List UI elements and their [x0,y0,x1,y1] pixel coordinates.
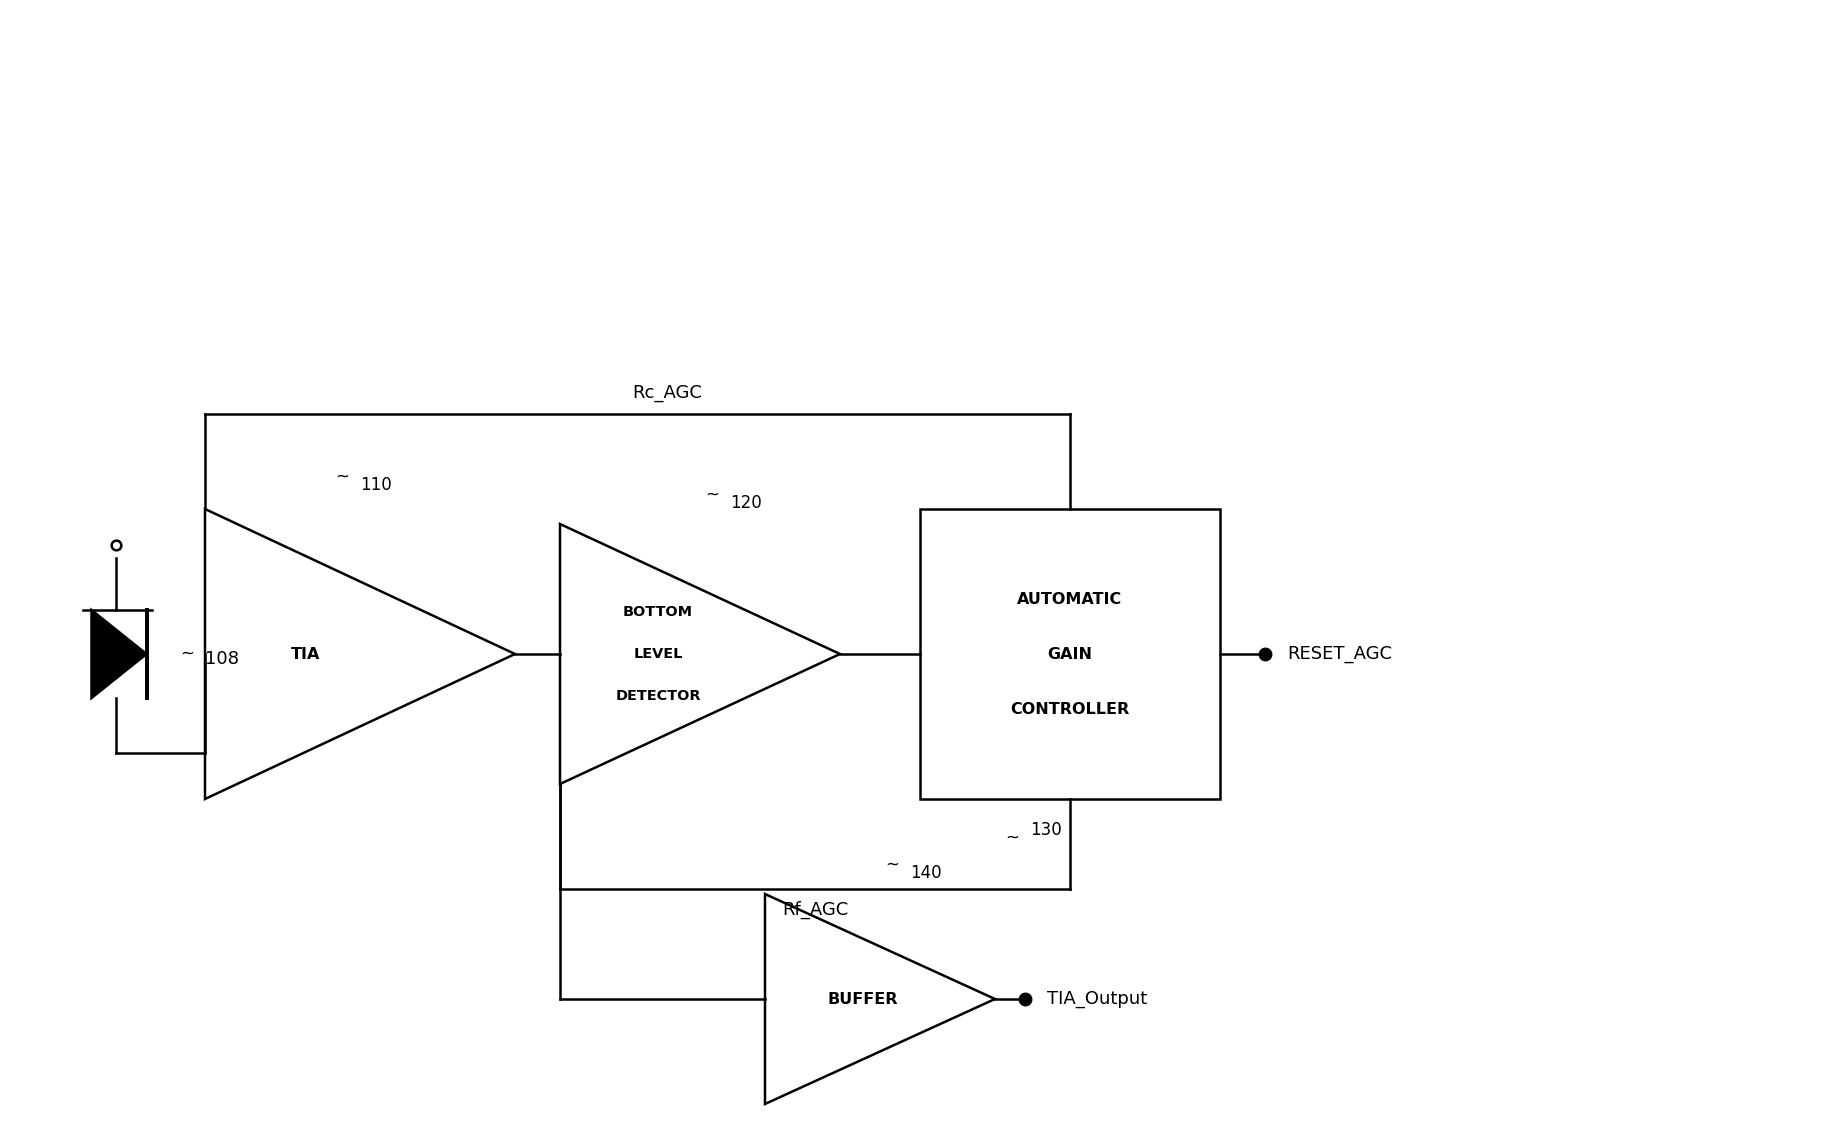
Text: 140: 140 [909,864,941,882]
Text: RESET_AGC: RESET_AGC [1287,645,1392,663]
Text: TIA: TIA [291,646,320,661]
Text: ~: ~ [335,468,350,486]
Text: ~: ~ [1005,829,1018,847]
Text: 120: 120 [731,494,762,511]
Text: CONTROLLER: CONTROLLER [1011,702,1130,717]
Text: BOTTOM: BOTTOM [622,606,692,619]
Text: BUFFER: BUFFER [827,991,898,1007]
Text: AUTOMATIC: AUTOMATIC [1018,592,1123,607]
Text: ~: ~ [180,645,193,663]
Text: Rc_AGC: Rc_AGC [633,384,703,401]
Text: DETECTOR: DETECTOR [615,689,701,703]
Polygon shape [92,610,147,699]
Text: Rf_AGC: Rf_AGC [782,902,849,920]
Text: LEVEL: LEVEL [633,648,683,661]
Text: GAIN: GAIN [1048,646,1092,661]
Text: 130: 130 [1029,821,1062,839]
Text: TIA_Output: TIA_Output [1048,990,1147,1008]
Bar [920,509,1221,799]
Text: 108: 108 [204,650,239,668]
Text: 110: 110 [361,476,392,494]
Text: ~: ~ [886,856,898,874]
Text: ~: ~ [705,486,718,503]
